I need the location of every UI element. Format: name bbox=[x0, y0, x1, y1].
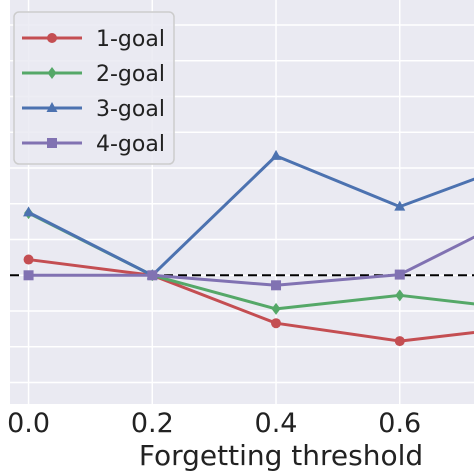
x-tick-label: 0.0 bbox=[7, 408, 50, 439]
legend-item: 4-goal bbox=[22, 132, 165, 157]
data-point bbox=[23, 254, 34, 265]
data-point bbox=[147, 270, 158, 281]
x-tick-labels: 0.0 0.2 0.4 0.6 bbox=[7, 408, 421, 439]
data-point bbox=[395, 289, 405, 302]
data-point bbox=[394, 336, 405, 347]
legend-marker bbox=[47, 33, 57, 43]
series-group bbox=[23, 149, 474, 347]
legend-label: 1-goal bbox=[96, 27, 165, 52]
x-tick-label: 0.6 bbox=[378, 408, 421, 439]
legend-item: 1-goal bbox=[22, 27, 165, 52]
legend-marker bbox=[47, 67, 57, 79]
legend-marker bbox=[47, 138, 57, 148]
legend: 1-goal 2-goal 3-goal 4-goal bbox=[13, 11, 175, 165]
data-point bbox=[23, 270, 34, 281]
series-4 bbox=[23, 235, 474, 291]
data-point bbox=[271, 302, 281, 315]
x-tick-label: 0.2 bbox=[131, 408, 174, 439]
data-point bbox=[271, 318, 282, 329]
legend-label: 3-goal bbox=[96, 97, 165, 122]
data-point bbox=[271, 280, 282, 291]
x-tick-label: 0.4 bbox=[255, 408, 298, 439]
legend-marker bbox=[46, 102, 58, 112]
legend-label: 2-goal bbox=[96, 62, 165, 87]
data-point bbox=[23, 206, 35, 217]
legend-item: 2-goal bbox=[22, 62, 165, 87]
x-axis-label: Forgetting threshold bbox=[139, 439, 423, 472]
data-point bbox=[394, 269, 405, 280]
data-point bbox=[394, 200, 406, 211]
data-point bbox=[270, 149, 282, 160]
legend-box bbox=[13, 11, 175, 165]
legend-label: 4-goal bbox=[96, 132, 165, 157]
legend-item: 3-goal bbox=[22, 97, 165, 122]
